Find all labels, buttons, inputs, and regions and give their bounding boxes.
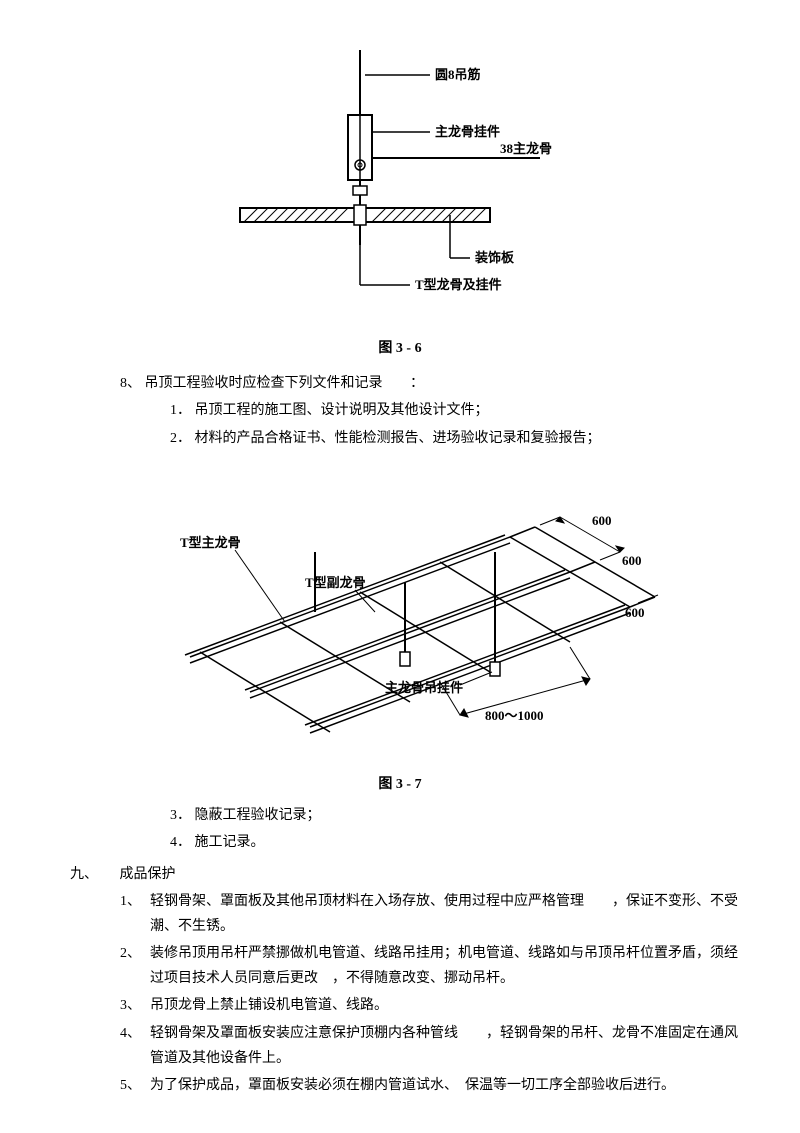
nine-item: 4、 轻钢骨架及罩面板安装应注意保护顶棚内各种管线 ，轻钢骨架的吊杆、龙骨不准固… (120, 1021, 750, 1071)
nine-text: 轻钢骨架、罩面板及其他吊顶材料在入场存放、使用过程中应严格管理 ，保证不变形、不… (150, 889, 750, 939)
item8-colon: ： (410, 376, 424, 391)
sec9-items: 1、 轻钢骨架、罩面板及其他吊顶材料在入场存放、使用过程中应严格管理 ，保证不变… (120, 889, 750, 1099)
nine-item: 1、 轻钢骨架、罩面板及其他吊顶材料在入场存放、使用过程中应严格管理 ，保证不变… (120, 889, 750, 939)
label-main-t: T型主龙骨 (180, 535, 241, 550)
section-9: 九、 成品保护 (70, 862, 750, 887)
dim-600-1: 600 (592, 513, 612, 528)
fig36-caption: 图 3 - 6 (50, 336, 750, 361)
sub-item: 3． 隐蔽工程验收记录； (170, 803, 750, 828)
nine-item: 2、 装修吊顶用吊杆严禁挪做机电管道、线路吊挂用；机电管道、线路如与吊顶吊杆位置… (120, 941, 750, 991)
fig36-svg: 圆8吊筋 主龙骨挂件 38主龙骨 (210, 40, 590, 330)
item8-text: 吊顶工程验收时应检查下列文件和记录 (145, 376, 383, 391)
label-sub-t: T型副龙骨 (305, 575, 366, 590)
sub-num: 3． (170, 808, 191, 823)
nine-text: 轻钢骨架及罩面板安装应注意保护顶棚内各种管线 ，轻钢骨架的吊杆、龙骨不准固定在通… (150, 1021, 750, 1071)
sec9-num: 九、 (70, 867, 98, 882)
dim-800: 800～1000 (485, 708, 544, 723)
nine-text: 为了保护成品，罩面板安装必须在棚内管道试水、 保温等一切工序全部验收后进行。 (150, 1073, 750, 1098)
sub-text: 隐蔽工程验收记录； (195, 808, 321, 823)
item8-subs: 1． 吊顶工程的施工图、设计说明及其他设计文件； 2． 材料的产品合格证书、性能… (170, 398, 750, 450)
sub-text: 材料的产品合格证书、性能检测报告、进场验收记录和复验报告； (195, 431, 601, 446)
item-8: 8、 吊顶工程验收时应检查下列文件和记录 ： (120, 371, 750, 396)
nine-item: 5、 为了保护成品，罩面板安装必须在棚内管道试水、 保温等一切工序全部验收后进行… (120, 1073, 750, 1098)
sec9-title: 成品保护 (120, 867, 176, 882)
fig37-svg: T型主龙骨 T型副龙骨 主龙骨吊挂件 600 600 600 800～1000 (140, 457, 660, 757)
label-top-rod: 圆8吊筋 (435, 67, 481, 82)
label-hanger37: 主龙骨吊挂件 (385, 680, 463, 695)
nine-item: 3、 吊顶龙骨上禁止铺设机电管道、线路。 (120, 993, 750, 1018)
dim-600-2: 600 (622, 553, 642, 568)
label-hanger: 主龙骨挂件 (435, 124, 500, 139)
label-t-keel: T型龙骨及挂件 (415, 277, 502, 292)
label-panel: 装饰板 (474, 250, 515, 265)
sub-text: 施工记录。 (195, 835, 265, 850)
sub-item: 2． 材料的产品合格证书、性能检测报告、进场验收记录和复验报告； (170, 426, 750, 451)
sub-item: 4． 施工记录。 (170, 830, 750, 855)
figure-3-7: T型主龙骨 T型副龙骨 主龙骨吊挂件 600 600 600 800～1000 … (140, 457, 660, 797)
nine-num: 2、 (120, 941, 150, 991)
sub-num: 1． (170, 403, 191, 418)
label-main-keel: 38主龙骨 (500, 141, 552, 156)
item8-num: 8、 (120, 376, 141, 391)
sub-num: 4． (170, 835, 191, 850)
nine-num: 5、 (120, 1073, 150, 1098)
nine-num: 1、 (120, 889, 150, 939)
nine-num: 4、 (120, 1021, 150, 1071)
fig37-caption: 图 3 - 7 (140, 772, 660, 797)
sub-text: 吊顶工程的施工图、设计说明及其他设计文件； (195, 403, 489, 418)
dim-600-3: 600 (625, 605, 645, 620)
nine-num: 3、 (120, 993, 150, 1018)
figure-3-6: 圆8吊筋 主龙骨挂件 38主龙骨 (50, 40, 750, 361)
sub-item: 1． 吊顶工程的施工图、设计说明及其他设计文件； (170, 398, 750, 423)
sub-num: 2． (170, 431, 191, 446)
nine-text: 吊顶龙骨上禁止铺设机电管道、线路。 (150, 993, 750, 1018)
item8-subs2: 3． 隐蔽工程验收记录； 4． 施工记录。 (170, 803, 750, 855)
nine-text: 装修吊顶用吊杆严禁挪做机电管道、线路吊挂用；机电管道、线路如与吊顶吊杆位置矛盾，… (150, 941, 750, 991)
